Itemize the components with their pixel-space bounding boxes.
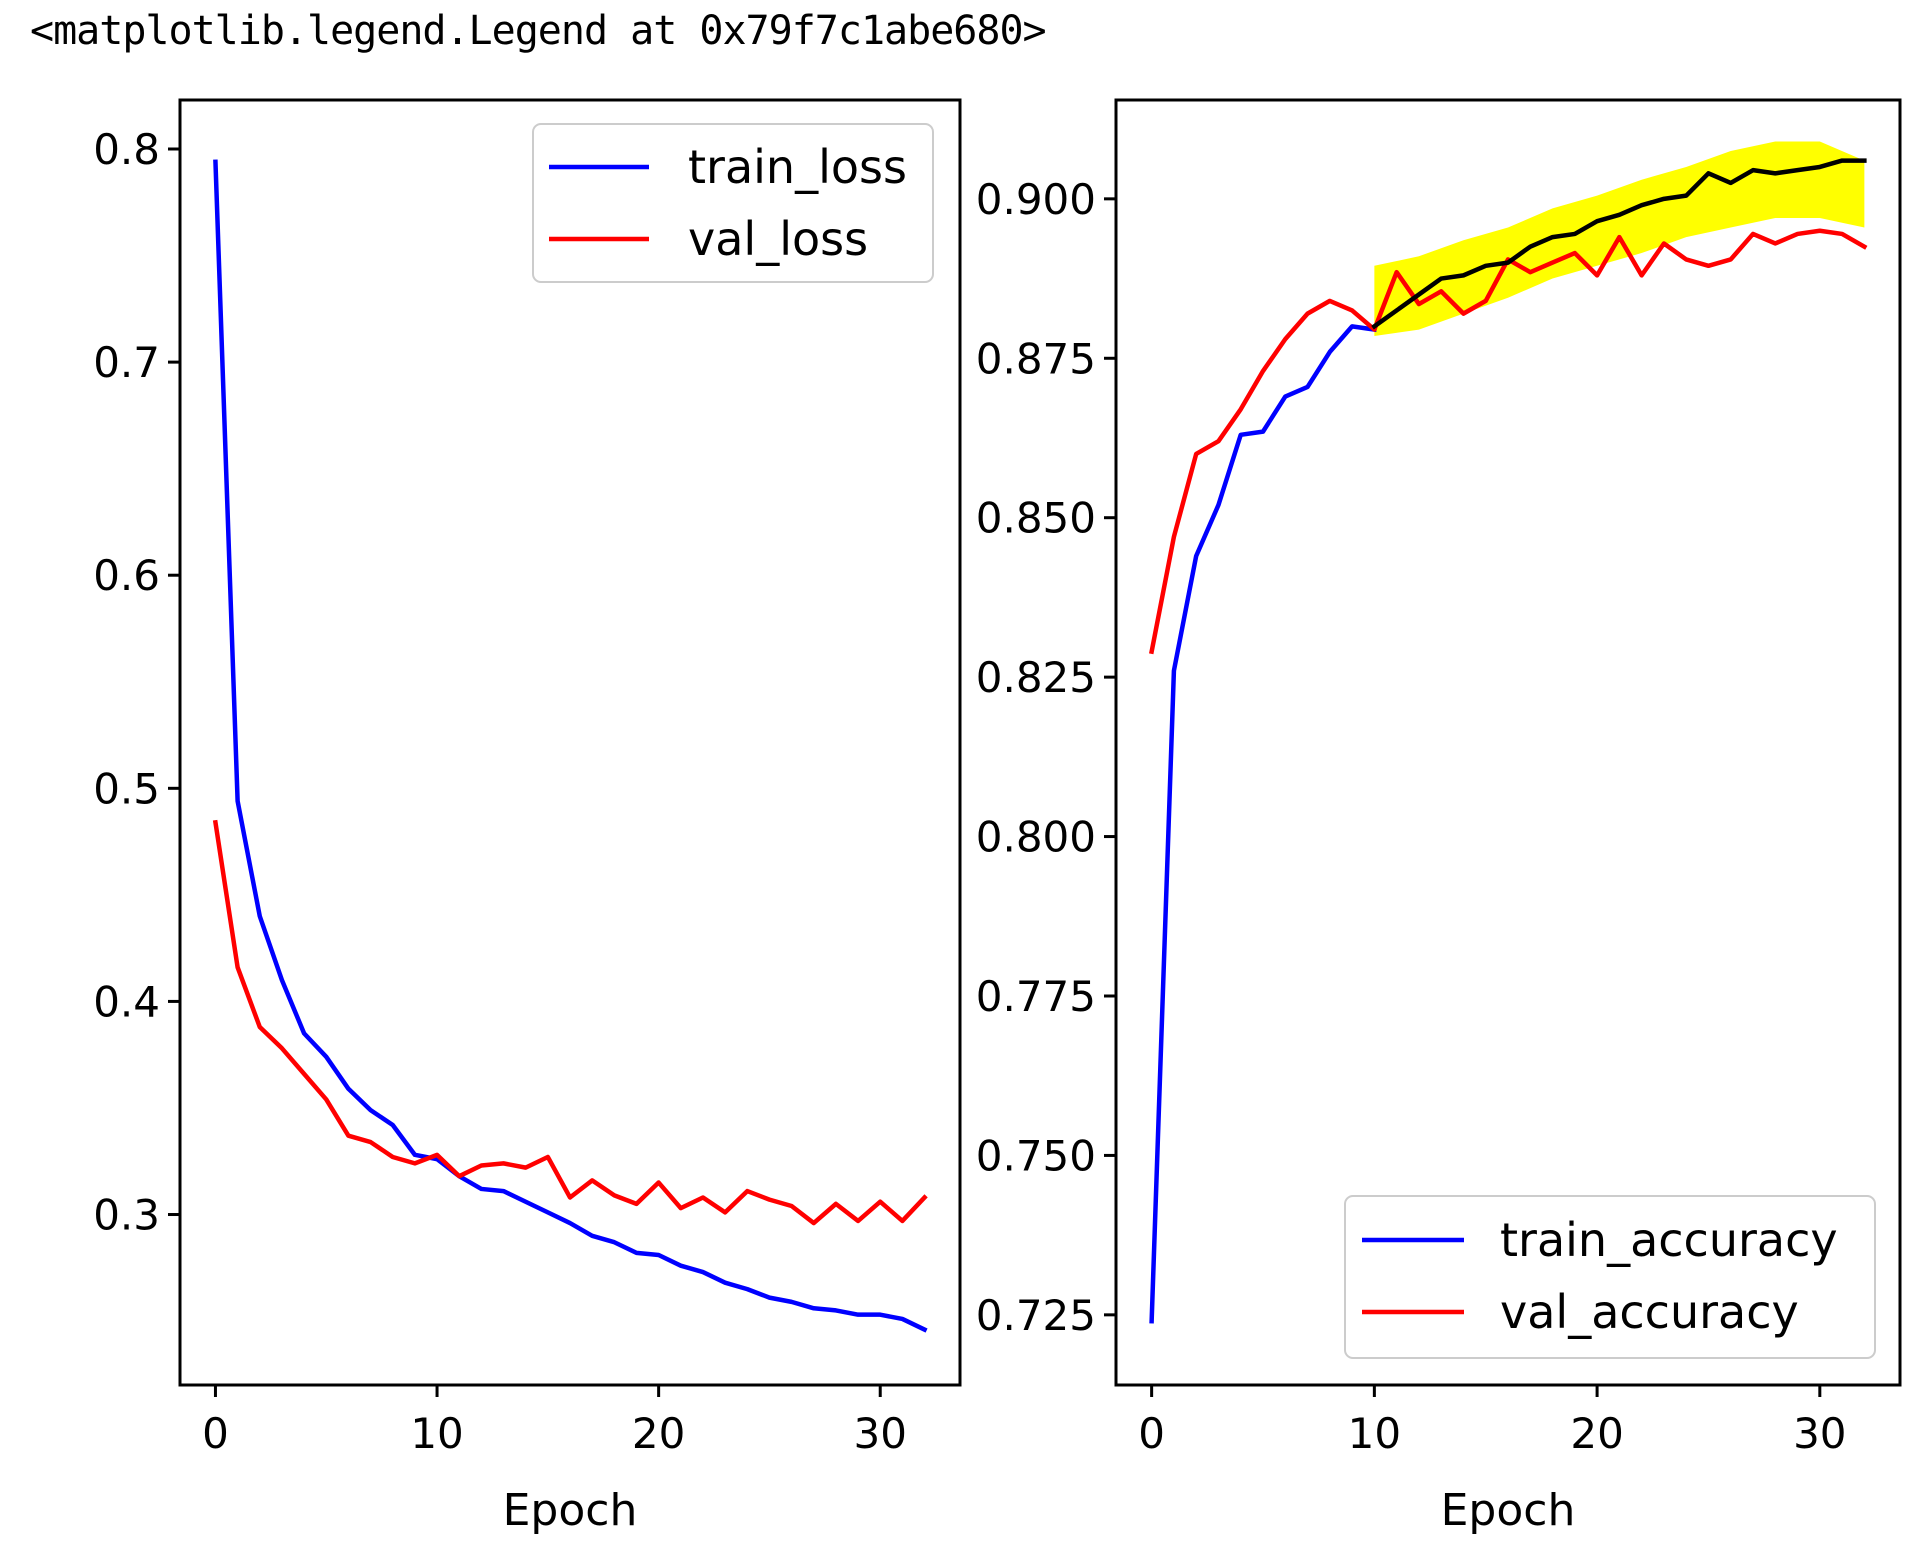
y-tick-label: 0.850 bbox=[976, 494, 1096, 543]
series-val-accuracy bbox=[1148, 228, 1868, 655]
x-tick-label: 10 bbox=[1348, 1409, 1401, 1458]
loss-subplot: 0 10 20 30 0.3 0.4 0.5 0.6 0.7 0.8 Epoch train_loss… bbox=[93, 98, 962, 1536]
y-tick-label: 0.750 bbox=[976, 1131, 1096, 1180]
axes-frame bbox=[1114, 98, 1902, 1387]
series-train-accuracy-continued bbox=[1371, 158, 1867, 330]
series-train-accuracy bbox=[1149, 324, 1377, 1324]
legend-box bbox=[532, 123, 934, 283]
y-tick-label: 0.8 bbox=[93, 125, 160, 174]
plot-area bbox=[212, 159, 928, 1333]
y-tick-label: 0.900 bbox=[976, 175, 1096, 224]
y-tick-label: 0.725 bbox=[976, 1291, 1096, 1340]
series-train-loss bbox=[213, 159, 928, 1333]
axes-frame bbox=[178, 98, 962, 1387]
legend-box bbox=[1344, 1195, 1876, 1359]
cell-output-text: <matplotlib.legend.Legend at 0x79f7c1abe… bbox=[30, 8, 1047, 54]
x-tick-label: 30 bbox=[1793, 1409, 1846, 1458]
y-tick-label: 0.5 bbox=[93, 764, 160, 813]
legend-label: val_loss bbox=[688, 212, 868, 266]
y-tick-label: 0.6 bbox=[93, 551, 160, 600]
y-tick-label: 0.7 bbox=[93, 338, 160, 387]
x-tick-label: 20 bbox=[632, 1409, 685, 1458]
accuracy-subplot: 0 10 20 30 0.725 0.750 0.775 0.800 0.825 0.850 0.8… bbox=[976, 98, 1902, 1536]
legend-label: val_accuracy bbox=[1500, 1285, 1799, 1339]
y-tick-label: 0.3 bbox=[93, 1191, 160, 1240]
x-axis-label: Epoch bbox=[503, 1485, 638, 1536]
legend-label: train_accuracy bbox=[1500, 1213, 1838, 1267]
x-tick-label: 20 bbox=[1570, 1409, 1623, 1458]
legend: train_loss val_loss bbox=[532, 123, 934, 283]
x-tick-label: 10 bbox=[410, 1409, 463, 1458]
legend: train_accuracy val_accuracy bbox=[1344, 1195, 1876, 1359]
x-tick-label: 30 bbox=[854, 1409, 907, 1458]
y-tick-label: 0.875 bbox=[976, 334, 1096, 383]
plot-area bbox=[1148, 141, 1868, 1324]
y-tick-label: 0.4 bbox=[93, 977, 160, 1026]
x-tick-label: 0 bbox=[1138, 1409, 1165, 1458]
x-axis-label: Epoch bbox=[1441, 1485, 1576, 1536]
series-val-loss bbox=[212, 819, 928, 1226]
legend-label: train_loss bbox=[688, 140, 907, 194]
y-tick-label: 0.800 bbox=[976, 813, 1096, 862]
y-tick-label: 0.825 bbox=[976, 653, 1096, 702]
x-tick-label: 0 bbox=[202, 1409, 229, 1458]
y-tick-label: 0.775 bbox=[976, 972, 1096, 1021]
